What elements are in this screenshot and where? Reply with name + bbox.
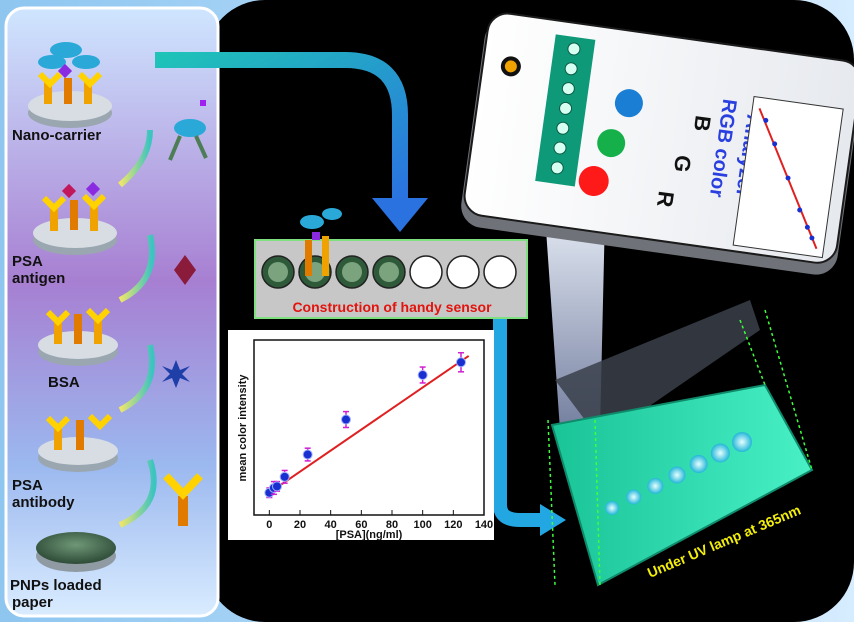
empty-well xyxy=(483,255,517,289)
device-well xyxy=(550,161,564,175)
plot-frame xyxy=(253,339,485,516)
step-disc-pnps-paper xyxy=(36,532,116,572)
mini-points xyxy=(763,117,815,241)
psa-antibody-icon xyxy=(163,473,203,526)
label-r: R xyxy=(652,190,679,209)
label-pnps-line1: PNPs loaded xyxy=(10,577,102,594)
device-well xyxy=(567,42,581,56)
label-g: G xyxy=(669,154,696,174)
uv-spot xyxy=(732,432,752,452)
uv-spots xyxy=(605,432,752,515)
arrow-to-antibody xyxy=(118,459,157,528)
uv-spot xyxy=(626,489,642,505)
label-psa-antibody-line1: PSA xyxy=(12,477,43,494)
device-wells xyxy=(550,42,581,175)
chart-card xyxy=(228,330,494,540)
uv-guides xyxy=(547,309,813,586)
x-tick-label: 100 xyxy=(413,519,431,531)
sensor-antibody-complex-icon xyxy=(300,208,342,276)
data-points xyxy=(264,351,466,499)
step-disc-bsa xyxy=(38,307,118,366)
rgb-analyzer-device: B G R RGB color Analyzer xyxy=(461,12,854,275)
x-tick-label: 40 xyxy=(325,519,337,531)
power-button[interactable] xyxy=(500,56,521,77)
data-point xyxy=(272,481,282,492)
x-tick-label: 120 xyxy=(444,519,462,531)
arrow-to-bsa xyxy=(118,344,155,413)
x-tick-label: 0 xyxy=(266,519,272,531)
x-ticks: 0 20 40 60 80 100 120 140 xyxy=(266,510,493,531)
x-axis-label: [PSA](ng/ml) xyxy=(336,529,403,541)
fit-line xyxy=(268,355,470,494)
step-arrows xyxy=(118,129,157,528)
label-nano-carrier: Nano-carrier xyxy=(12,127,102,144)
data-point xyxy=(417,370,428,380)
psa-antigen-icon xyxy=(174,255,196,285)
flow-arrow-top-head xyxy=(372,198,428,232)
label-psa-antigen-line2: antigen xyxy=(12,270,66,287)
data-point xyxy=(456,357,466,368)
step-disc-nano-carrier xyxy=(28,42,112,128)
device-well xyxy=(561,82,575,96)
x-tick-label: 60 xyxy=(355,519,367,531)
well-spot xyxy=(268,262,288,282)
x-tick-label: 140 xyxy=(475,519,493,531)
data-point xyxy=(341,414,351,425)
bsa-icon xyxy=(162,360,190,388)
empty-well xyxy=(409,255,443,289)
flow-arrow-top xyxy=(155,52,408,200)
label-psa-antigen-line1: PSA xyxy=(12,253,43,270)
sensor-wells xyxy=(261,255,517,289)
label-b: B xyxy=(689,114,716,133)
uv-spot xyxy=(647,478,664,494)
device-well xyxy=(564,62,578,76)
step-disc-psa-antigen xyxy=(33,181,117,255)
uv-spot xyxy=(710,443,730,463)
label-bsa: BSA xyxy=(48,374,80,391)
uv-spot xyxy=(605,501,619,515)
step-disc-psa-antibody xyxy=(38,413,118,472)
light-shadow xyxy=(555,300,760,440)
green-dot-icon xyxy=(597,129,626,158)
flow-arrow-bottom-head xyxy=(540,504,566,536)
well-spot xyxy=(379,262,399,282)
arrow-to-nano-carrier xyxy=(118,129,153,188)
x-tick-label: 80 xyxy=(386,519,398,531)
device-well xyxy=(556,121,570,135)
empty-well xyxy=(446,255,480,289)
device-well xyxy=(553,141,567,155)
device-well xyxy=(559,101,573,115)
data-point xyxy=(302,449,313,460)
x-tick-label: 20 xyxy=(294,519,306,531)
flow-arrow-bottom xyxy=(493,305,545,527)
well-spot xyxy=(342,262,362,282)
blue-dot-icon xyxy=(614,89,643,118)
sensor-caption: Construction of handy sensor xyxy=(292,299,492,315)
arrow-to-antigen xyxy=(118,234,155,303)
uv-spot xyxy=(668,466,686,484)
nano-carrier-molecule-icon xyxy=(168,100,208,161)
data-point xyxy=(279,471,290,482)
label-psa-antibody-line2: antibody xyxy=(12,494,75,511)
y-axis-label: mean color intensity xyxy=(237,374,249,482)
red-dot-icon xyxy=(578,166,609,197)
uv-spot xyxy=(689,455,708,473)
label-pnps-line2: paper xyxy=(12,594,53,611)
calibration-chart: 0 20 40 60 80 100 120 140 [PSA](ng/ml) mean col… xyxy=(228,330,494,541)
